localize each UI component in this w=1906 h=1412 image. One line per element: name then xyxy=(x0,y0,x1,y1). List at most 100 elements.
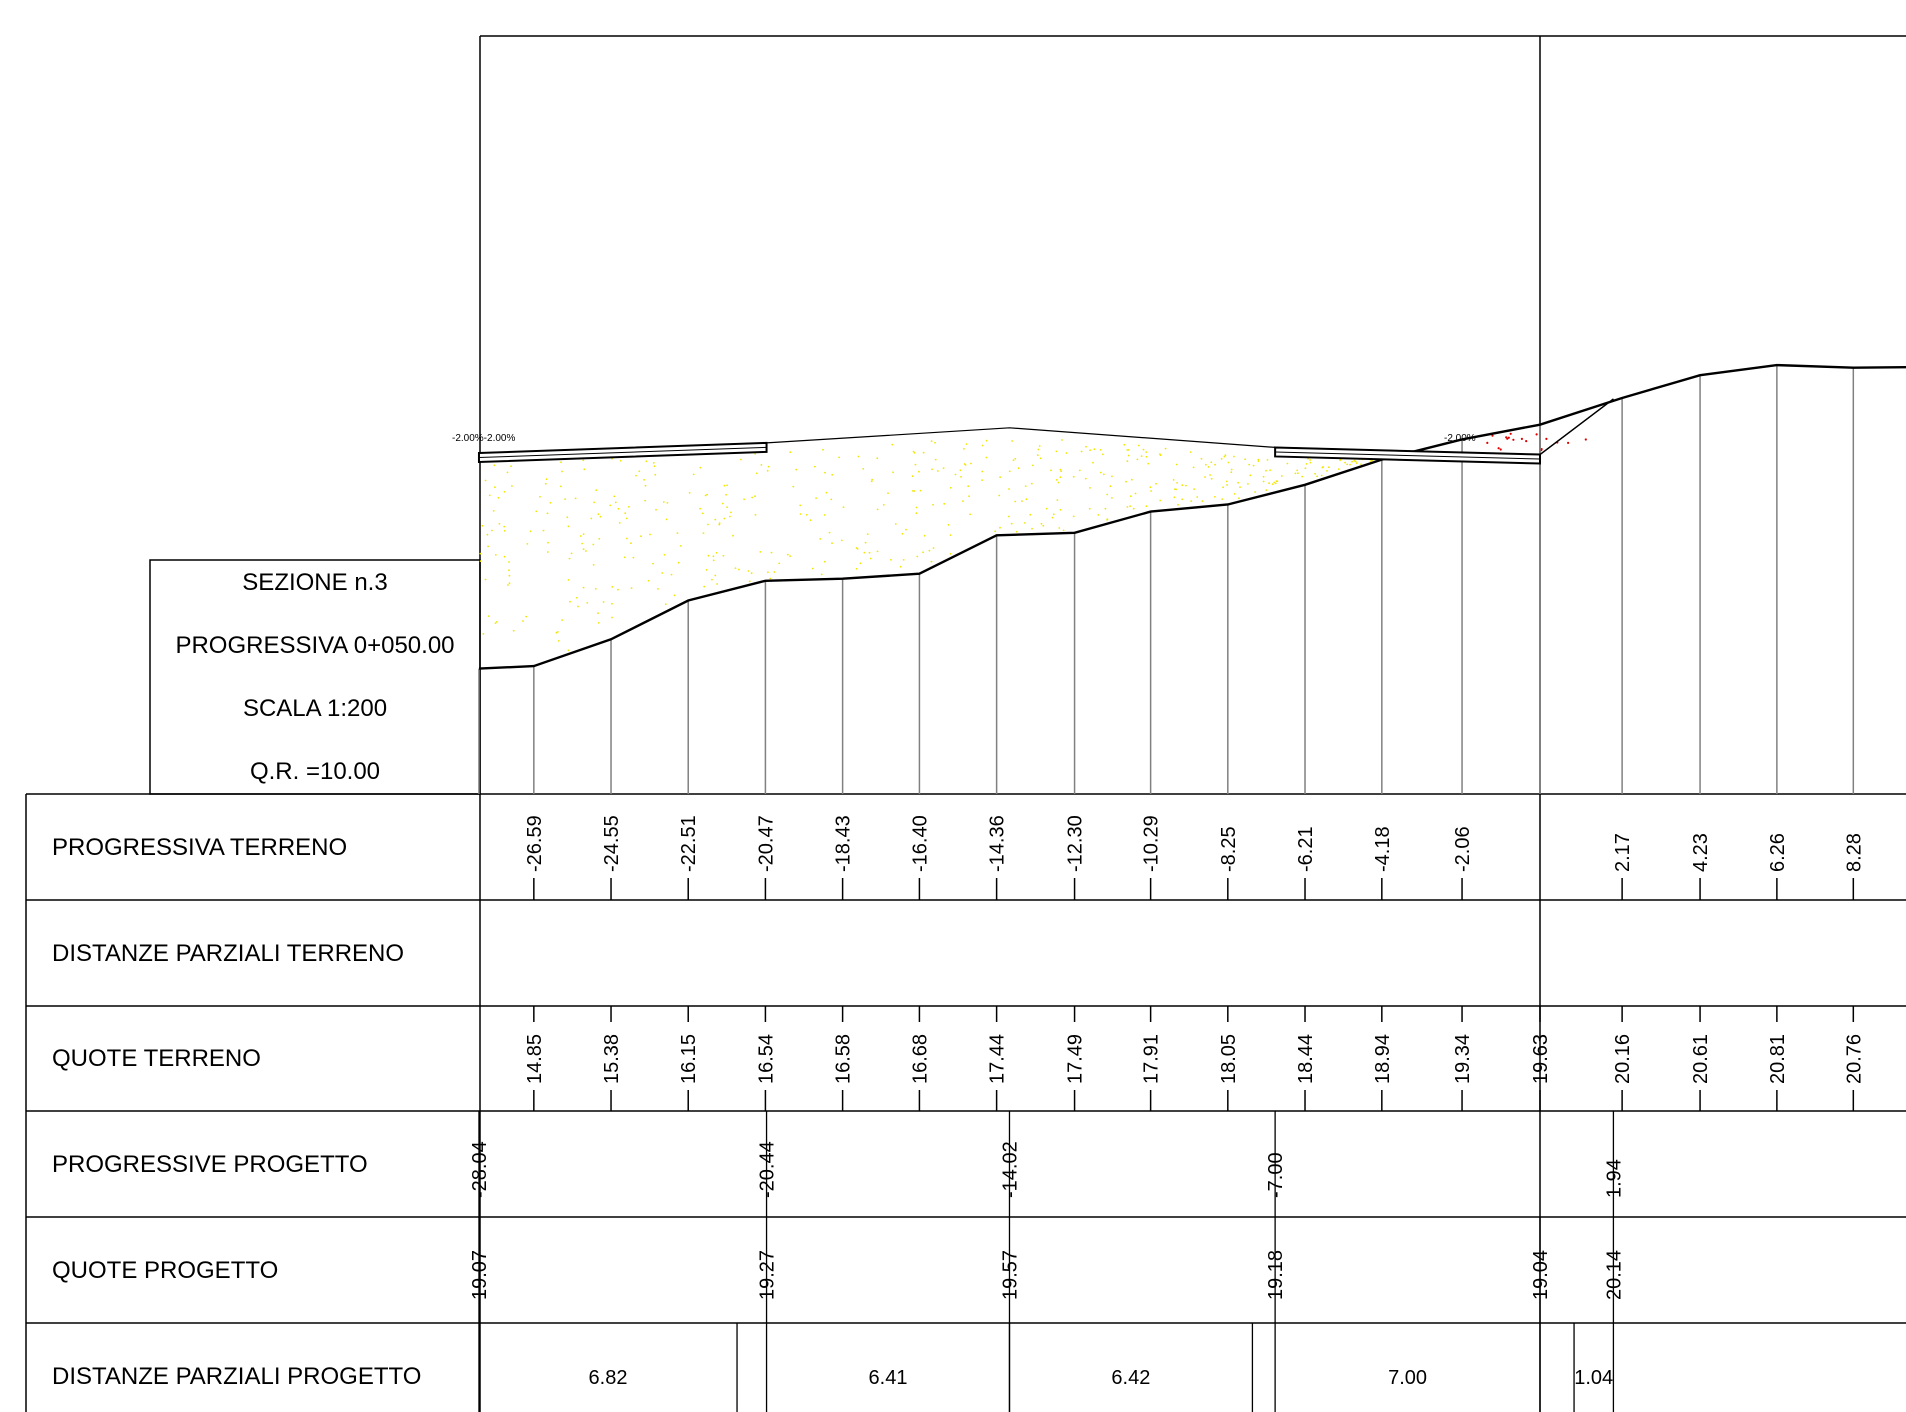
fill-dot xyxy=(546,512,549,515)
fill-dot xyxy=(726,506,728,508)
fill-dot xyxy=(1223,455,1226,458)
cut-dot xyxy=(1512,438,1515,441)
fill-dot xyxy=(718,523,721,526)
value-quote-terreno: 14.85 xyxy=(524,1034,546,1084)
value-distanza-progetto: 6.82 xyxy=(589,1367,628,1389)
fill-dot xyxy=(1200,457,1203,460)
fill-dot xyxy=(1129,505,1131,507)
fill-dot xyxy=(949,486,952,489)
fill-dot xyxy=(576,596,578,599)
fill-dot xyxy=(1239,486,1241,488)
fill-dot xyxy=(567,525,570,528)
fill-dot xyxy=(673,594,676,597)
fill-dot xyxy=(981,470,984,473)
fill-dot xyxy=(652,562,654,565)
cut-dot xyxy=(1509,432,1512,435)
fill-dot xyxy=(795,468,798,471)
fill-dot xyxy=(857,455,860,458)
value-quote-progetto: 19.27 xyxy=(757,1250,779,1300)
fill-dot xyxy=(1248,463,1251,466)
fill-dot xyxy=(1174,488,1176,491)
fill-dot xyxy=(1204,476,1206,478)
fill-dot xyxy=(1254,491,1256,493)
value-progressiva-terreno: -26.59 xyxy=(524,815,546,872)
fill-dot xyxy=(529,530,532,533)
fill-dot xyxy=(498,523,501,525)
fill-dot xyxy=(692,473,695,476)
fill-dot xyxy=(738,568,740,571)
fill-dot xyxy=(967,485,970,488)
fill-dot xyxy=(609,504,612,507)
fill-dot xyxy=(1085,445,1087,448)
fill-dot xyxy=(912,450,915,453)
value-quote-terreno: 16.15 xyxy=(678,1034,700,1084)
fill-dot xyxy=(743,498,745,501)
fill-dot xyxy=(711,578,713,581)
fill-dot xyxy=(525,615,528,618)
fill-dot xyxy=(582,533,585,535)
fill-dot xyxy=(1012,459,1015,462)
fill-dot xyxy=(1062,529,1065,532)
fill-dot xyxy=(1351,460,1353,463)
fill-dot xyxy=(1326,470,1328,472)
fill-dot xyxy=(1137,444,1140,447)
fill-dot xyxy=(915,506,918,509)
pavement-sublayer xyxy=(1275,451,1541,460)
fill-dot xyxy=(704,494,707,497)
fill-dot xyxy=(1126,506,1129,508)
fill-dot xyxy=(586,602,589,604)
fill-dot xyxy=(1297,472,1299,475)
fill-dot xyxy=(1181,484,1184,487)
value-progressiva-terreno: -24.55 xyxy=(601,815,623,872)
fill-dot xyxy=(577,605,579,608)
fill-dot xyxy=(511,485,513,487)
fill-dot xyxy=(809,519,812,522)
fill-dot xyxy=(664,603,667,605)
fill-dot xyxy=(770,551,773,554)
fill-dot xyxy=(1268,482,1270,485)
fill-dot xyxy=(725,493,727,496)
value-progressiva-terreno: -6.21 xyxy=(1295,826,1317,872)
fill-dot xyxy=(597,622,600,624)
fill-dot xyxy=(1111,497,1113,499)
fill-dot xyxy=(1140,455,1143,457)
fill-dot xyxy=(614,501,617,504)
fill-dot xyxy=(1097,514,1100,516)
fill-dot xyxy=(630,587,633,589)
fill-dot xyxy=(959,469,962,472)
value-progressiva-terreno: -4.18 xyxy=(1372,826,1394,872)
fill-dot xyxy=(1328,466,1330,469)
fill-dot xyxy=(754,495,756,498)
fill-dot xyxy=(640,535,642,538)
fill-dot xyxy=(1040,522,1043,525)
fill-dot xyxy=(707,523,709,526)
fill-dot xyxy=(1262,480,1265,483)
fill-dot xyxy=(561,619,563,621)
terrain-polyline xyxy=(478,363,1906,670)
fill-dot xyxy=(1078,469,1081,472)
value-quote-terreno: 20.16 xyxy=(1612,1034,1634,1084)
fill-dot xyxy=(1176,482,1178,484)
fill-dot xyxy=(623,556,626,559)
fill-dot xyxy=(1036,454,1039,456)
fill-dot xyxy=(597,513,600,516)
fill-dot xyxy=(611,616,613,619)
fill-dot xyxy=(960,476,962,478)
fill-dot xyxy=(825,491,828,494)
fill-dot xyxy=(617,588,619,591)
fill-dot xyxy=(512,629,515,632)
fill-dot xyxy=(652,462,655,464)
fill-dot xyxy=(876,550,879,553)
value-quote-terreno: 20.76 xyxy=(1843,1034,1865,1084)
fill-dot xyxy=(619,459,622,462)
fill-dot xyxy=(582,459,585,462)
fill-dot xyxy=(539,495,541,498)
fill-dot xyxy=(887,492,889,495)
fill-dot xyxy=(928,549,931,552)
fill-dot xyxy=(863,551,866,554)
fill-dot xyxy=(503,525,506,528)
fill-dot xyxy=(617,507,620,510)
cut-dot xyxy=(1567,441,1570,444)
fill-dot xyxy=(635,474,637,477)
fill-dot xyxy=(894,523,897,525)
